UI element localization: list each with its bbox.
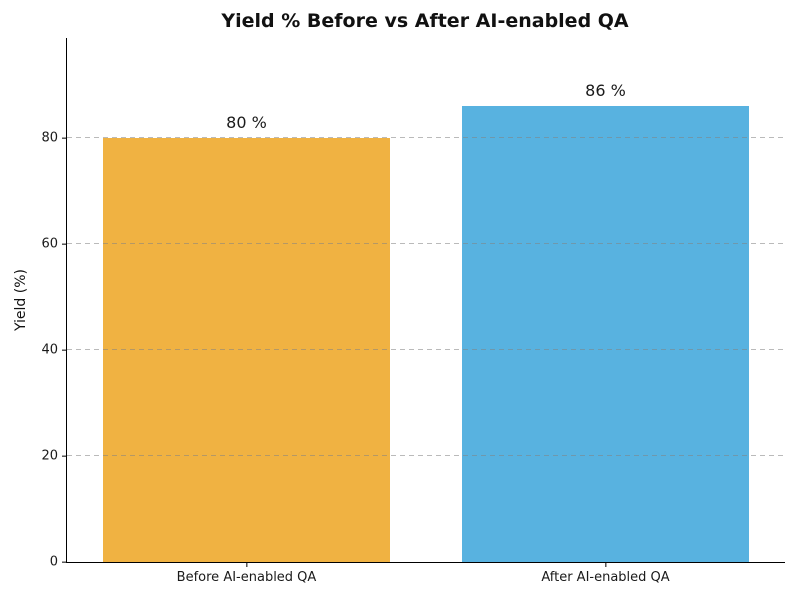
y-tick-label: 80: [41, 130, 58, 146]
y-tick-label: 20: [41, 448, 58, 464]
plot-area: 0 20 40 60 80 80 % Before AI-enabled QA 86 % Aft…: [41, 38, 785, 585]
x-tick-label: Before AI-enabled QA: [176, 570, 317, 585]
gridline: [67, 455, 785, 457]
x-tick-label: After AI-enabled QA: [541, 570, 670, 585]
bar-value-label: 86 %: [585, 81, 626, 101]
bar-value-label: 80 %: [226, 113, 267, 133]
gridline: [67, 349, 785, 351]
y-tick-mark: [62, 561, 67, 563]
y-tick-mark: [62, 243, 67, 245]
y-tick-mark: [62, 137, 67, 139]
x-tick-mark: [604, 562, 607, 567]
y-axis-label: Yield (%): [13, 268, 29, 332]
x-tick-mark: [245, 562, 248, 567]
chart-title: Yield % Before vs After AI-enabled QA: [221, 10, 629, 32]
y-tick-label: 40: [41, 342, 58, 358]
bar: [461, 106, 750, 562]
y-tick-mark: [62, 349, 67, 351]
y-tick-label: 60: [41, 236, 58, 252]
gridline: [67, 137, 785, 139]
y-tick-mark: [62, 455, 67, 457]
y-tick-label: 0: [49, 554, 58, 570]
gridline: [67, 243, 785, 245]
